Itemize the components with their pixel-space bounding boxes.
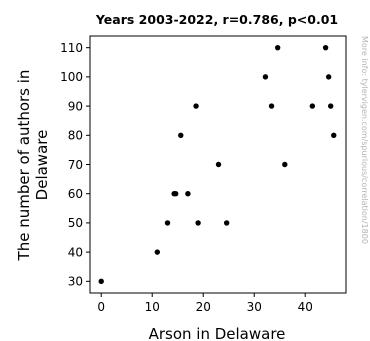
x-axis-label: Arson in Delaware — [149, 325, 286, 341]
data-point — [328, 103, 334, 109]
y-axis-ticks: 30 40 50 60 70 80 90 100 110 — [60, 41, 90, 289]
data-point — [322, 44, 329, 51]
data-point — [282, 161, 288, 168]
y-tick-label: 70 — [68, 158, 83, 172]
y-axis-label-line-1: The number of authors in — [15, 70, 33, 262]
plot-area-frame — [89, 35, 347, 294]
x-tick-label: 40 — [298, 300, 313, 314]
data-point — [262, 74, 269, 80]
data-point — [185, 191, 191, 197]
x-tick-label: 20 — [196, 300, 211, 314]
data-point — [164, 220, 171, 226]
data-point — [178, 132, 184, 138]
y-tick-label: 100 — [60, 70, 83, 84]
data-point — [154, 249, 161, 255]
y-tick-label: 90 — [68, 99, 83, 113]
x-tick-label: 0 — [97, 300, 105, 314]
y-tick-label: 50 — [68, 216, 83, 230]
x-tick-label: 30 — [247, 300, 262, 314]
y-tick-label: 110 — [60, 41, 83, 55]
y-axis-label: The number of authors in Delaware — [15, 70, 51, 262]
data-point — [274, 44, 281, 51]
data-point — [223, 220, 230, 226]
y-tick-label: 60 — [68, 187, 83, 201]
data-point — [309, 103, 316, 109]
y-tick-label: 40 — [68, 245, 83, 259]
x-axis-ticks: 0 10 20 30 40 — [97, 293, 313, 314]
data-point — [172, 191, 179, 197]
data-point — [215, 161, 222, 168]
data-point — [268, 103, 275, 109]
data-point — [98, 278, 104, 285]
x-tick-label: 10 — [145, 300, 160, 314]
y-axis-label-line-2: Delaware — [33, 130, 51, 201]
y-tick-label: 30 — [68, 275, 83, 289]
data-point — [325, 74, 332, 80]
data-point — [193, 103, 199, 109]
data-points — [98, 44, 337, 285]
chart-title: Years 2003-2022, r=0.786, p<0.01 — [95, 12, 338, 27]
data-point — [331, 132, 337, 138]
y-tick-label: 80 — [68, 129, 83, 143]
watermark-text: More info: tylervigen.com/spurious/corre… — [360, 36, 369, 244]
data-point — [195, 220, 201, 226]
